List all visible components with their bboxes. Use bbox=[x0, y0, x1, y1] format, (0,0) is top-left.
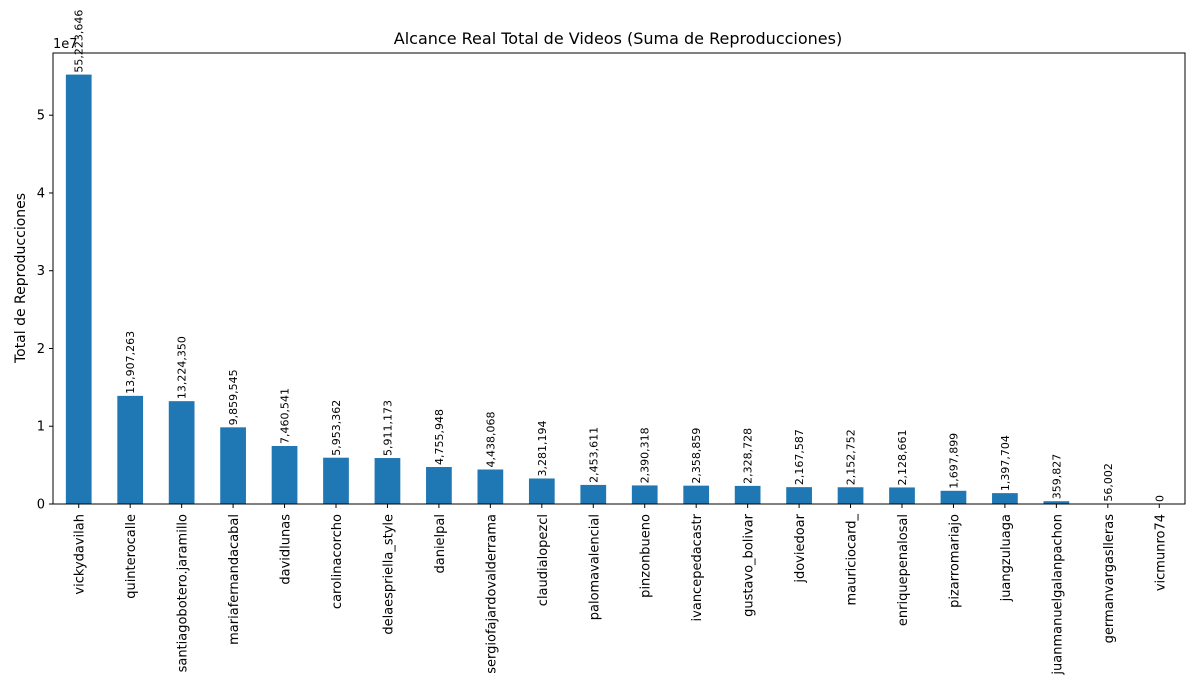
data-labels-group: 55,223,646 13,907,263 13,224,350 9,859,545 7… bbox=[73, 10, 1167, 502]
bar-jdoviedoar bbox=[786, 487, 812, 504]
x-tick-label-vickydavilah: vickydavilah bbox=[73, 514, 88, 595]
data-label-gustavo_bolivar: 2,328,728 bbox=[742, 428, 755, 484]
data-label-carolinacorcho: 5,953,362 bbox=[330, 400, 343, 456]
bars-group bbox=[65, 74, 1121, 504]
data-label-jdoviedoar: 2,167,587 bbox=[793, 429, 806, 485]
x-tick-label-ivancepedacastr: ivancepedacastr bbox=[690, 513, 705, 621]
x-axis-ticks: vickydavilah quinterocalle santiagobotero.… bbox=[73, 504, 1168, 676]
bar-pizarromariajo bbox=[940, 490, 967, 504]
data-label-vickydavilah: 55,223,646 bbox=[73, 10, 86, 73]
x-tick-label-jdoviedoar: jdoviedoar bbox=[793, 513, 808, 583]
data-label-quinterocalle: 13,907,263 bbox=[124, 331, 137, 394]
data-label-sergiofajardovalderrama: 4,438,068 bbox=[484, 412, 497, 468]
data-label-palomavalencial: 2,453,611 bbox=[587, 427, 600, 483]
bar-santiagobotero.jaramillo bbox=[168, 401, 195, 504]
x-tick-label-claudialopezcl: claudialopezcl bbox=[536, 514, 551, 606]
data-label-danielpal: 4,755,948 bbox=[433, 409, 446, 465]
bar-pinzonbueno bbox=[631, 485, 658, 504]
x-tick-label-juangzuluaga: juangzuluaga bbox=[999, 514, 1014, 602]
x-tick-label-pizarromariajo: pizarromariajo bbox=[947, 514, 962, 608]
bar-ivancepedacastr bbox=[683, 485, 710, 504]
x-tick-label-palomavalencial: palomavalencial bbox=[587, 514, 602, 620]
data-label-mariafernandacabal: 9,859,545 bbox=[227, 369, 240, 425]
y-tick-label-3: 3 bbox=[37, 264, 45, 279]
data-label-enriquepenalosal: 2,128,661 bbox=[896, 429, 909, 485]
y-tick-label-1: 1 bbox=[37, 420, 45, 435]
data-label-vicmunro74: 0 bbox=[1153, 495, 1166, 502]
data-label-pinzonbueno: 2,390,318 bbox=[639, 427, 652, 483]
x-tick-label-mariafernandacabal: mariafernandacabal bbox=[227, 514, 242, 645]
data-label-ivancepedacastr: 2,358,859 bbox=[690, 428, 703, 484]
x-tick-label-gustavo_bolivar: gustavo_bolivar bbox=[742, 513, 757, 617]
chart-title: Alcance Real Total de Videos (Suma de Re… bbox=[394, 29, 842, 48]
x-tick-label-juanmanuelgalanpachon: juanmanuelgalanpachon bbox=[1050, 514, 1065, 676]
data-label-juangzuluaga: 1,397,704 bbox=[999, 435, 1012, 491]
bar-davidlunas bbox=[271, 445, 298, 504]
x-tick-label-germanvargaslleras: germanvargaslleras bbox=[1102, 514, 1117, 644]
x-tick-label-delaespriella_style: delaespriella_style bbox=[381, 514, 396, 635]
x-tick-label-pinzonbueno: pinzonbueno bbox=[639, 514, 654, 598]
data-label-claudialopezcl: 3,281,194 bbox=[536, 421, 549, 477]
bar-vickydavilah bbox=[65, 74, 92, 504]
bar-palomavalencial bbox=[580, 484, 607, 504]
bar-carolinacorcho bbox=[323, 457, 349, 504]
bar-danielpal bbox=[426, 467, 452, 504]
data-label-santiagobotero.jaramillo: 13,224,350 bbox=[176, 336, 189, 399]
x-tick-label-vicmunro74: vicmunro74 bbox=[1153, 514, 1168, 591]
bar-juanmanuelgalanpachon bbox=[1043, 501, 1070, 504]
bar-gustavo_bolivar bbox=[734, 485, 761, 504]
x-tick-label-santiagobotero.jaramillo: santiagobotero.jaramillo bbox=[176, 514, 191, 672]
data-label-pizarromariajo: 1,697,899 bbox=[947, 433, 960, 489]
y-axis-offset-label: 1e7 bbox=[53, 37, 78, 52]
bar-sergiofajardovalderrama bbox=[477, 469, 504, 504]
bar-mariafernandacabal bbox=[220, 427, 246, 504]
data-label-mauriciocard_: 2,152,752 bbox=[845, 429, 858, 485]
x-tick-label-quinterocalle: quinterocalle bbox=[124, 514, 139, 599]
bar-claudialopezcl bbox=[528, 478, 555, 504]
plot-frame bbox=[52, 52, 1186, 505]
y-tick-label-2: 2 bbox=[37, 342, 45, 357]
x-tick-label-sergiofajardovalderrama: sergiofajardovalderrama bbox=[484, 514, 499, 674]
x-tick-label-danielpal: danielpal bbox=[433, 514, 448, 574]
y-tick-label-5: 5 bbox=[37, 109, 45, 124]
bar-quinterocalle bbox=[117, 395, 144, 504]
y-axis-label: Total de Reproducciones bbox=[13, 193, 29, 364]
x-tick-label-mauriciocard_: mauriciocard_ bbox=[845, 514, 860, 606]
y-tick-label-0: 0 bbox=[37, 498, 45, 513]
data-label-juanmanuelgalanpachon: 359,827 bbox=[1050, 454, 1063, 500]
data-label-davidlunas: 7,460,541 bbox=[279, 388, 292, 444]
data-label-delaespriella_style: 5,911,173 bbox=[381, 400, 394, 456]
bar-enriquepenalosal bbox=[889, 487, 915, 504]
bar-juangzuluaga bbox=[992, 493, 1018, 504]
y-axis-ticks: 0 1 2 3 4 5 bbox=[37, 109, 53, 513]
bar-delaespriella_style bbox=[374, 458, 401, 504]
bar-mauriciocard_ bbox=[837, 487, 864, 504]
data-label-germanvargaslleras: 56,002 bbox=[1102, 463, 1115, 502]
x-tick-label-davidlunas: davidlunas bbox=[279, 514, 294, 585]
y-tick-label-4: 4 bbox=[37, 186, 45, 201]
x-tick-label-carolinacorcho: carolinacorcho bbox=[330, 514, 345, 609]
x-tick-label-enriquepenalosal: enriquepenalosal bbox=[896, 514, 911, 626]
